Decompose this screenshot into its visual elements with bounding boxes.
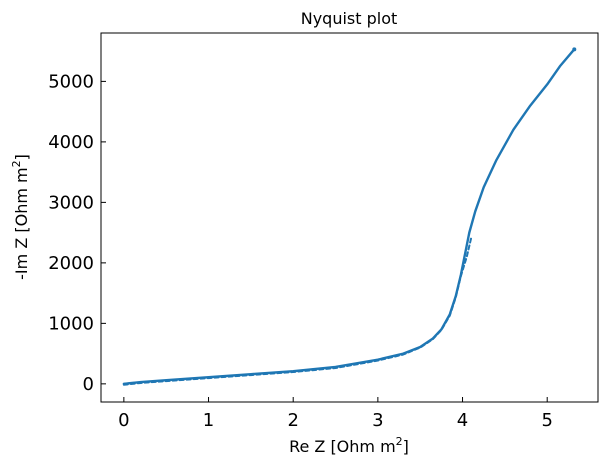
y-axis-title-main: -Im Z [Ohm m <box>12 167 31 279</box>
x-tick-label: 1 <box>203 410 214 431</box>
x-tick-label: 0 <box>118 410 129 431</box>
chart-title: Nyquist plot <box>301 9 398 28</box>
x-axis-title-end: ] <box>403 437 409 456</box>
x-tick-label: 4 <box>457 410 468 431</box>
y-axis-title: -Im Z [Ohm m2] <box>10 154 31 280</box>
x-axis-ticks: 0 1 2 3 4 5 <box>118 397 553 431</box>
x-axis-title-main: Re Z [Ohm m <box>289 437 396 456</box>
series-layer <box>122 47 577 386</box>
x-tick-label: 3 <box>372 410 383 431</box>
y-tick-label: 2000 <box>48 253 94 274</box>
y-tick-label: 3000 <box>48 192 94 213</box>
series-end-point <box>572 47 577 52</box>
plot-area <box>100 32 599 403</box>
series-line-dashed <box>122 237 472 386</box>
x-tick-label: 5 <box>541 410 552 431</box>
y-axis-title-sup: 2 <box>10 160 23 167</box>
y-tick-label: 4000 <box>48 132 94 153</box>
x-axis-title-sup: 2 <box>396 435 403 448</box>
y-tick-label: 5000 <box>48 71 94 92</box>
y-axis-ticks: 0 1000 2000 3000 4000 5000 <box>48 71 106 395</box>
y-axis-title-end: ] <box>12 154 31 160</box>
y-tick-label: 0 <box>83 374 94 395</box>
y-tick-label: 1000 <box>48 313 94 334</box>
x-axis-title: Re Z [Ohm m2] <box>289 435 409 456</box>
x-tick-label: 2 <box>287 410 298 431</box>
